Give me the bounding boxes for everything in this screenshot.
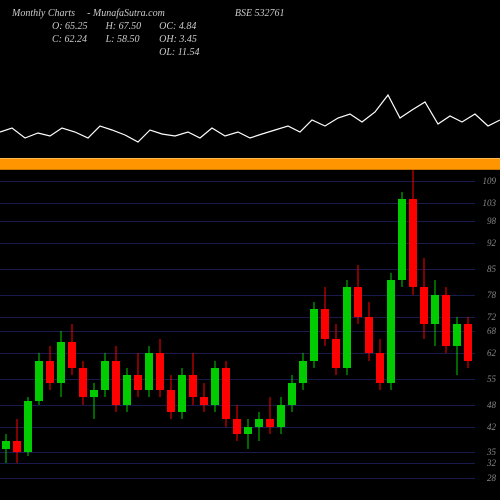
candle — [90, 170, 98, 500]
candle — [57, 170, 65, 500]
candle — [464, 170, 472, 500]
ohlc-oh: OH: 3.45 — [159, 34, 199, 45]
chart-header: Monthly Charts - MunafaSutra.com BSE 532… — [0, 0, 500, 62]
candle — [387, 170, 395, 500]
candle — [365, 170, 373, 500]
indicator-line-chart — [0, 70, 500, 155]
y-axis-label: 55 — [487, 374, 496, 384]
ticker-symbol: BSE 532761 — [235, 8, 285, 19]
candle — [244, 170, 252, 500]
ohlc-oc: OC: 4.84 — [159, 21, 199, 32]
candle — [46, 170, 54, 500]
candle — [101, 170, 109, 500]
candle — [134, 170, 142, 500]
candle — [409, 170, 417, 500]
candle — [68, 170, 76, 500]
y-axis-label: 103 — [483, 198, 497, 208]
candle — [35, 170, 43, 500]
candle — [255, 170, 263, 500]
candle — [112, 170, 120, 500]
candle — [145, 170, 153, 500]
candle — [167, 170, 175, 500]
ohlc-open: O: 65.25 — [52, 21, 88, 32]
candle — [442, 170, 450, 500]
ohlc-low: L: 58.50 — [106, 34, 142, 45]
ohlc-high: H: 67.50 — [106, 21, 142, 32]
candle — [277, 170, 285, 500]
candle — [354, 170, 362, 500]
y-axis-label: 32 — [487, 458, 496, 468]
ohlc-close: C: 62.24 — [52, 34, 88, 45]
candle — [79, 170, 87, 500]
candlestick-chart: 28 3235 42 48 55 62 68 72 78 85 92 98 103 109 — [0, 170, 500, 500]
separator-band — [0, 158, 500, 170]
candle — [420, 170, 428, 500]
y-axis-label: 62 — [487, 348, 496, 358]
site-name: - MunafaSutra.com — [87, 8, 165, 19]
candle — [156, 170, 164, 500]
y-axis-label: 68 — [487, 326, 496, 336]
y-axis-label: 109 — [483, 176, 497, 186]
y-axis-label: 78 — [487, 290, 496, 300]
candle — [178, 170, 186, 500]
candle — [189, 170, 197, 500]
y-axis-label: 28 — [487, 473, 496, 483]
candle — [24, 170, 32, 500]
y-axis-label: 85 — [487, 264, 496, 274]
candle — [211, 170, 219, 500]
y-axis-label: 92 — [487, 238, 496, 248]
candle — [123, 170, 131, 500]
ohlc-ol: OL: 11.54 — [159, 47, 199, 58]
candle — [321, 170, 329, 500]
y-axis-label: 48 — [487, 400, 496, 410]
candle — [332, 170, 340, 500]
y-axis-label: 72 — [487, 312, 496, 322]
candle — [398, 170, 406, 500]
candle — [233, 170, 241, 500]
candle — [343, 170, 351, 500]
candle — [288, 170, 296, 500]
y-axis-label: 35 — [487, 447, 496, 457]
candle — [266, 170, 274, 500]
candle — [2, 170, 10, 500]
candle — [453, 170, 461, 500]
ohlc-data: O: 65.25 C: 62.24 H: 67.50 L: 58.50 OC: … — [52, 21, 488, 58]
candle — [431, 170, 439, 500]
y-axis-label: 42 — [487, 422, 496, 432]
candle — [376, 170, 384, 500]
candle — [13, 170, 21, 500]
y-axis-label: 98 — [487, 216, 496, 226]
candle — [200, 170, 208, 500]
chart-title: Monthly Charts — [12, 8, 75, 19]
candle — [310, 170, 318, 500]
candle — [299, 170, 307, 500]
candle — [222, 170, 230, 500]
